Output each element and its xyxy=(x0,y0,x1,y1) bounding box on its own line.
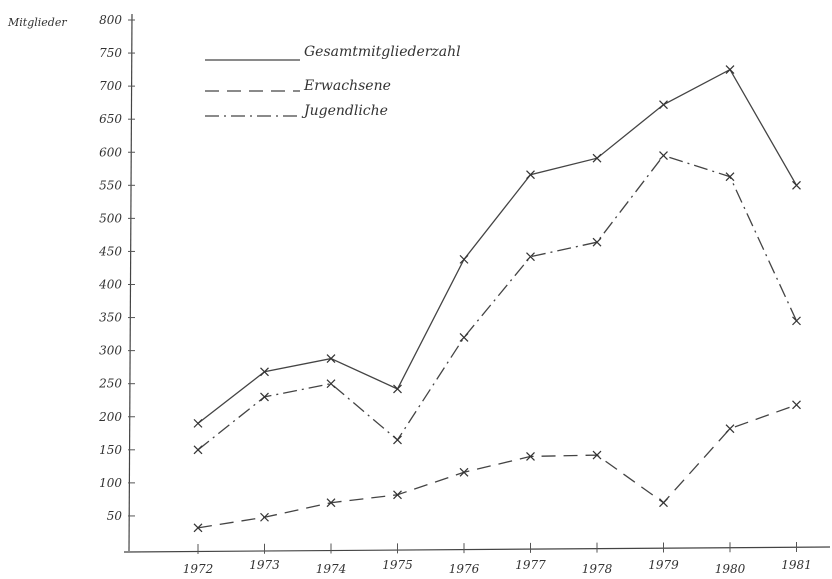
y-tick-label: 200 xyxy=(98,410,122,424)
y-tick-label: 750 xyxy=(99,46,122,60)
data-point xyxy=(725,172,735,182)
data-point xyxy=(393,384,402,394)
data-point xyxy=(659,498,668,508)
data-point xyxy=(526,170,535,180)
y-tick-label: 350 xyxy=(99,311,122,325)
y-tick-label: 100 xyxy=(99,476,122,490)
data-point xyxy=(260,367,269,377)
x-tick-label-1979: 1979 xyxy=(648,558,679,572)
data-point xyxy=(459,254,469,264)
data-point xyxy=(193,445,203,455)
legend: Gesamtmitgliederzahl Erwachsene Jugendlich… xyxy=(205,44,461,119)
data-point xyxy=(792,180,801,190)
data-point xyxy=(592,153,602,163)
data-point xyxy=(260,512,269,522)
x-tick-label-1975: 1975 xyxy=(382,558,413,572)
data-point xyxy=(526,252,535,262)
y-tick-label: 800 xyxy=(99,13,122,27)
legend-entry-2: Jugendliche xyxy=(301,103,388,119)
x-tick-label-1973: 1973 xyxy=(249,558,280,572)
y-axis-label: Mitglieder xyxy=(7,16,67,29)
x-tick-label-1974: 1974 xyxy=(316,562,347,576)
data-point xyxy=(725,424,735,434)
series-line-1 xyxy=(197,404,797,529)
legend-entry-1: Erwachsene xyxy=(303,78,391,94)
data-point xyxy=(526,452,535,461)
y-tick-label: 300 xyxy=(99,344,122,358)
data-point xyxy=(193,418,203,428)
series-line-0 xyxy=(197,68,798,424)
data-point xyxy=(792,316,801,326)
series-layer xyxy=(193,65,801,533)
y-tick-label: 450 xyxy=(98,244,122,258)
y-tick-label: 550 xyxy=(99,178,122,192)
legend-entry-0: Gesamtmitgliederzahl xyxy=(304,44,461,60)
data-point xyxy=(792,400,801,410)
data-point xyxy=(659,100,668,110)
data-point xyxy=(393,490,402,500)
y-tick-label: 50 xyxy=(107,509,123,523)
data-point xyxy=(326,354,336,363)
data-point xyxy=(659,151,668,160)
data-point xyxy=(393,435,402,445)
data-point xyxy=(592,450,602,460)
x-tick-label-1978: 1978 xyxy=(582,562,613,576)
x-tick-label-1977: 1977 xyxy=(515,558,546,572)
y-tick-label: 700 xyxy=(99,79,122,93)
axes xyxy=(123,13,831,553)
x-tick-label-1981: 1981 xyxy=(781,558,812,572)
y-tick-label: 150 xyxy=(99,443,122,457)
x-axis-line xyxy=(123,546,831,553)
x-tick-label-1972: 1972 xyxy=(183,562,214,576)
x-tick-label-1976: 1976 xyxy=(449,562,480,576)
series-line-2 xyxy=(197,154,798,451)
data-point xyxy=(326,379,336,389)
data-point xyxy=(326,498,336,508)
x-tick-label-1980: 1980 xyxy=(715,562,746,576)
data-point xyxy=(459,467,469,477)
data-point xyxy=(193,523,203,533)
y-tick-label: 600 xyxy=(99,145,122,159)
data-point xyxy=(592,237,602,247)
y-tick-label: 650 xyxy=(99,112,122,126)
data-point xyxy=(260,392,269,402)
y-axis-line xyxy=(128,13,133,552)
y-axis-ticks: 50 100 150 200 250 300 350 400 450 500 550 600 650 70… xyxy=(98,13,135,523)
data-point xyxy=(459,332,469,342)
y-tick-label: 250 xyxy=(98,377,122,391)
y-tick-label: 400 xyxy=(98,278,122,292)
data-point xyxy=(725,65,735,75)
y-tick-label: 500 xyxy=(99,211,122,225)
x-axis-ticks: 1972 1973 1974 1975 1976 1977 1978 1979 1980 1981 xyxy=(183,542,812,576)
